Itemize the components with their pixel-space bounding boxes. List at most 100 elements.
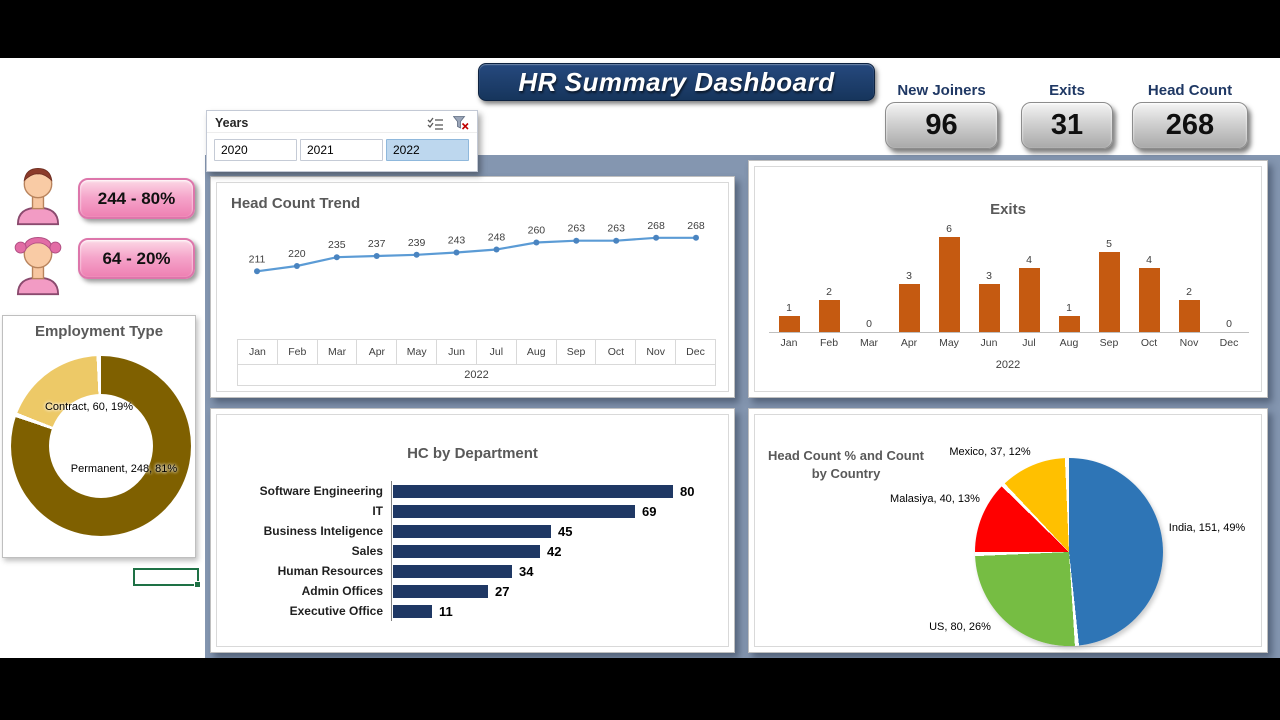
head-count-trend-panel: Head Count Trend 211 220 235 237 239 243 248 26… [210, 176, 735, 398]
employment-chart-title: Employment Type [34, 323, 164, 340]
employment-donut-chart [11, 356, 191, 536]
month-label: Feb [819, 337, 839, 349]
country-pie-chart [975, 458, 1163, 646]
svg-text:268: 268 [687, 220, 705, 232]
donut-label-contract: Contract, 60, 19% [44, 401, 134, 413]
slicer-title: Years [215, 116, 249, 130]
exits-bar: 0 [866, 318, 872, 330]
female-count-badge: 64 - 20% [78, 238, 195, 279]
employment-type-panel: Employment Type Permanent, 248, 81% Cont… [2, 315, 196, 558]
clear-filter-icon[interactable] [453, 116, 469, 130]
month-label: Apr [900, 337, 918, 349]
month-label: May [396, 339, 437, 365]
kpi-head-count: Head Count 268 [1132, 82, 1248, 149]
dept-row: Software Engineering 80 [225, 481, 694, 501]
svg-text:260: 260 [528, 225, 546, 237]
slicer-option-2022[interactable]: 2022 [386, 139, 469, 161]
exits-bar: 0 [1226, 318, 1232, 330]
kpi-exits-label: Exits [1049, 82, 1085, 99]
kpi-head-count-label: Head Count [1147, 82, 1233, 99]
exits-bar: 2 [809, 223, 849, 332]
exits-bar: 6 [929, 223, 969, 332]
male-employee-icon [16, 167, 60, 226]
month-label: May [939, 337, 959, 349]
dept-row: Business Inteligence 45 [225, 521, 694, 541]
month-label: Jan [237, 339, 277, 365]
exits-chart-title: Exits [990, 201, 1026, 218]
letterbox-bottom [0, 658, 1280, 720]
pie-label-mexico: Mexico, 37, 12% [949, 446, 1031, 458]
trend-x-axis: Jan Feb Mar Apr May Jun Jul Aug Sep Oct Nov Dec [237, 339, 716, 365]
month-label: Sep [1099, 337, 1119, 349]
month-label: Dec [675, 339, 716, 365]
kpi-head-count-value-button[interactable]: 268 [1132, 102, 1248, 149]
exits-bar: 3 [969, 223, 1009, 332]
svg-text:239: 239 [408, 237, 426, 249]
svg-text:243: 243 [448, 235, 466, 247]
donut-label-permanent: Permanent, 248, 81% [70, 463, 178, 475]
month-label: Sep [555, 339, 596, 365]
dept-row: Human Resources 34 [225, 561, 694, 581]
month-label: Mar [859, 337, 879, 349]
kpi-new-joiners-label: New Joiners [897, 82, 986, 99]
exits-bar: 4 [1129, 223, 1169, 332]
month-label: Aug [515, 339, 556, 365]
kpi-new-joiners-value-button[interactable]: 96 [885, 102, 998, 149]
dept-bar-chart: Software Engineering 80 IT 69 Business Intel… [225, 481, 694, 621]
slicer-option-2020[interactable]: 2020 [214, 139, 297, 161]
trend-chart-area: Head Count Trend 211 220 235 237 239 243 248 26… [216, 182, 729, 392]
pie-label-india: India, 151, 49% [1168, 522, 1246, 534]
month-label: Jul [475, 339, 516, 365]
country-chart-area: Head Count % and Count by Country India,… [754, 414, 1262, 647]
exits-bar: 1 [769, 223, 809, 332]
excel-active-cell[interactable] [133, 568, 201, 588]
trend-chart-title: Head Count Trend [231, 195, 361, 212]
male-count-badge: 244 - 80% [78, 178, 195, 219]
month-label: Jul [1022, 337, 1036, 349]
exits-bar: 5 [1089, 223, 1129, 332]
month-label: Oct [595, 339, 636, 365]
kpi-new-joiners: New Joiners 96 [885, 82, 998, 149]
month-label: Jun [980, 337, 998, 349]
exits-bar: 1 [1049, 223, 1089, 332]
trend-year-label: 2022 [237, 364, 716, 386]
years-slicer: Years 2020 2021 2022 [206, 110, 478, 172]
pie-label-malasiya: Malasiya, 40, 13% [890, 493, 980, 505]
svg-text:263: 263 [607, 223, 625, 235]
slicer-options: 2020 2021 2022 [207, 133, 477, 161]
svg-text:268: 268 [647, 220, 665, 232]
dashboard-title-bar: HR Summary Dashboard [478, 63, 875, 101]
dept-row: Sales 42 [225, 541, 694, 561]
month-label: Nov [635, 339, 676, 365]
hc-by-department-panel: HC by Department Software Engineering 80 I… [210, 408, 735, 653]
headcount-by-country-panel: Head Count % and Count by Country India,… [748, 408, 1268, 653]
svg-text:211: 211 [249, 253, 266, 265]
month-label: Aug [1059, 337, 1079, 349]
exits-x-axis: Jan Feb Mar Apr May Jun Jul Aug Sep Oct Nov Dec [769, 337, 1249, 349]
exits-year-label: 2022 [995, 359, 1021, 371]
pie-label-us: US, 80, 26% [929, 621, 991, 633]
dashboard-title-text: HR Summary Dashboard [518, 66, 835, 97]
month-label: Mar [316, 339, 357, 365]
dept-row: Executive Office 11 [225, 601, 694, 621]
month-label: Jan [780, 337, 798, 349]
multiselect-icon[interactable] [427, 117, 444, 130]
exits-bar: 2 [1169, 223, 1209, 332]
kpi-exits: Exits 31 [1021, 82, 1113, 149]
dept-chart-title: HC by Department [407, 445, 538, 462]
svg-text:220: 220 [288, 248, 306, 260]
svg-text:235: 235 [328, 239, 346, 251]
svg-text:263: 263 [568, 223, 586, 235]
month-label: Apr [356, 339, 397, 365]
dept-row: Admin Offices 27 [225, 581, 694, 601]
svg-text:237: 237 [368, 238, 386, 250]
slicer-option-2021[interactable]: 2021 [300, 139, 383, 161]
country-chart-title: Head Count % and Count by Country [768, 448, 924, 481]
svg-text:248: 248 [488, 232, 506, 244]
kpi-exits-value-button[interactable]: 31 [1021, 102, 1113, 149]
exits-bar: 4 [1009, 223, 1049, 332]
slicer-header: Years [207, 111, 477, 133]
